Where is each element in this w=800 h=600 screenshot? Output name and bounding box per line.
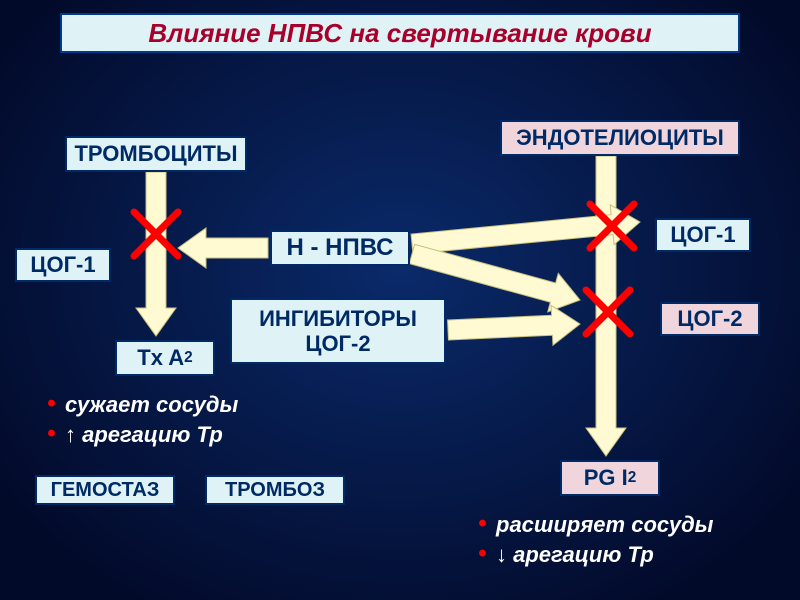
bullet-item: расширяет сосуды [478,510,713,540]
cox2-right-box: ЦОГ-2 [660,302,760,336]
endothelium-box: ЭНДОТЕЛИОЦИТЫ [500,120,740,156]
pgi2-box: PG I2 [560,460,660,496]
txa2-box: Tx A2 [115,340,215,376]
thrombosis-box: ТРОМБОЗ [205,475,345,505]
cox1-right-box: ЦОГ-1 [655,218,751,252]
bullet-item: ↑ арегацию Тр [47,420,238,450]
cox1-left-box: ЦОГ-1 [15,248,111,282]
bullet-item: ↓ арегацию Тр [478,540,713,570]
platelets-box: ТРОМБОЦИТЫ [65,136,247,172]
pgi2_effects-list: расширяет сосуды↓ арегацию Тр [478,510,713,569]
bullet-item: сужает сосуды [47,390,238,420]
hemostasis-box: ГЕМОСТАЗ [35,475,175,505]
nsaids-box: Н - НПВС [270,230,410,266]
stage: Влияние НПВС на свертывание крови ТРОМБОЦ… [0,0,800,600]
cox2-inhibitors-box: ИНГИБИТОРЫ ЦОГ-2 [230,298,446,364]
title-box: Влияние НПВС на свертывание крови [60,13,740,53]
txa2_effects-list: сужает сосуды↑ арегацию Тр [47,390,238,449]
